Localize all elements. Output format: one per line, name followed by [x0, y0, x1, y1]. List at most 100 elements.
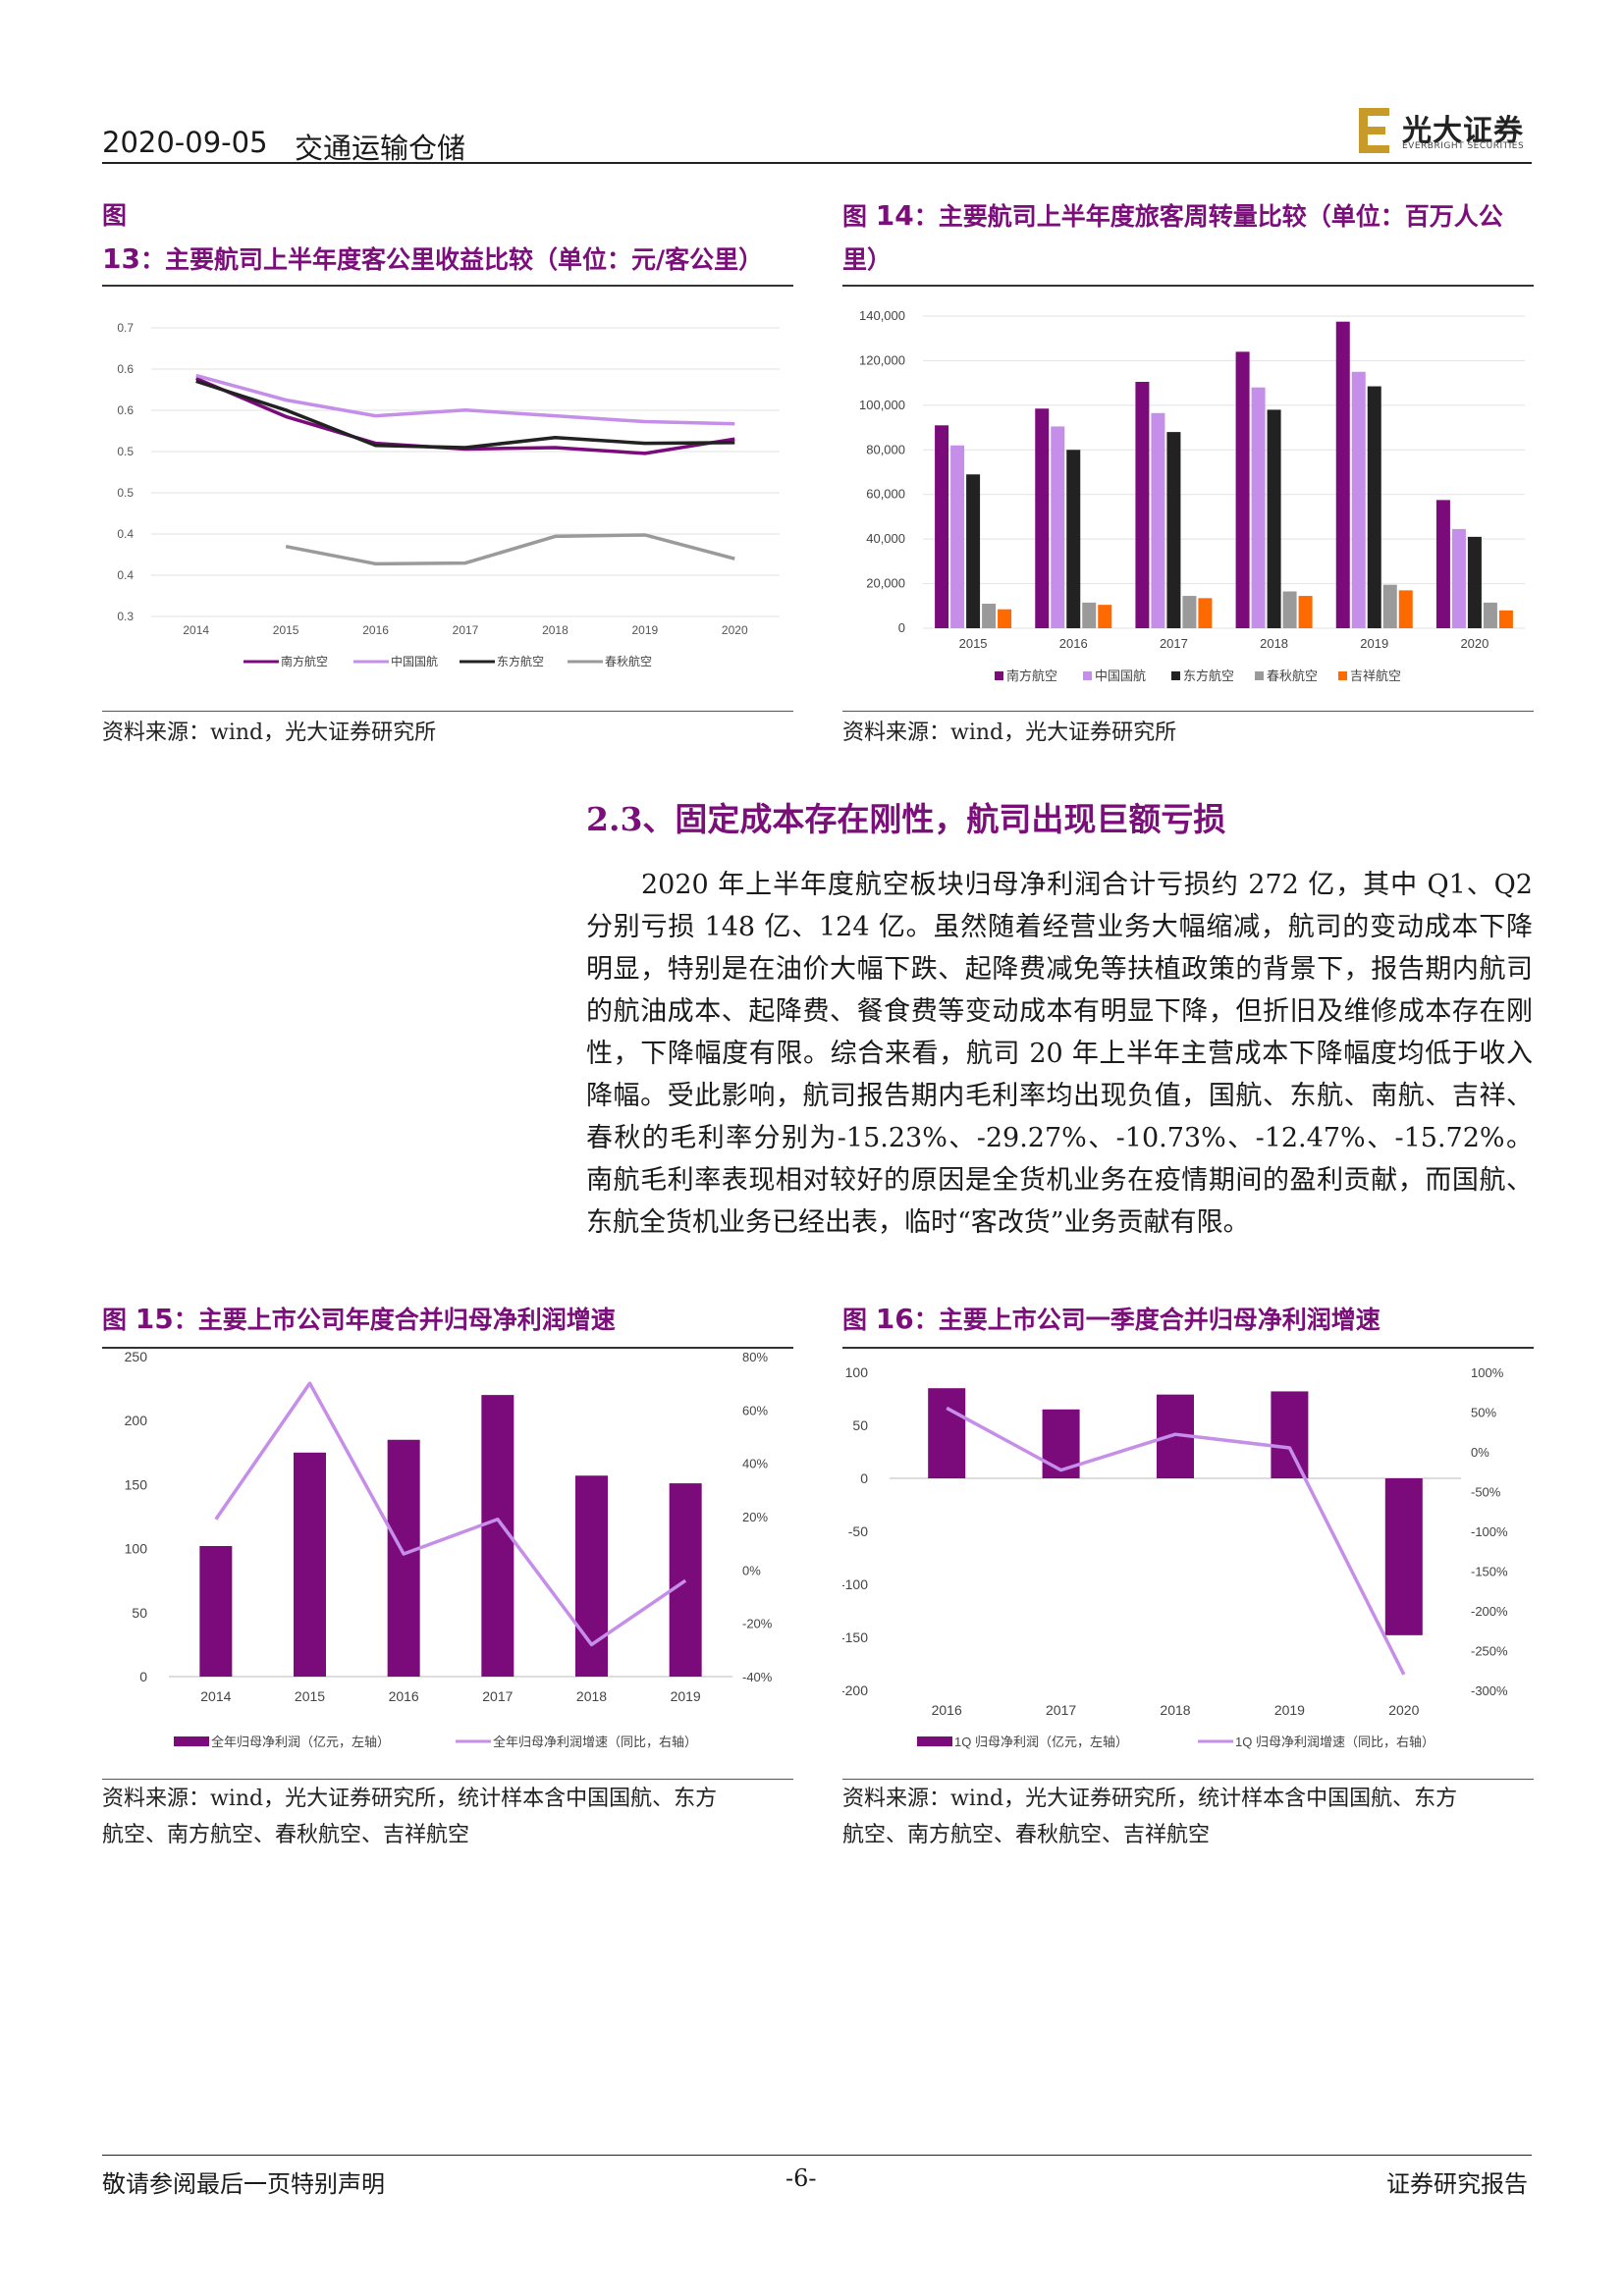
fig14-source: 资料来源：wind，光大证券研究所	[842, 721, 1177, 745]
fig13-ytick-label: 0.6	[117, 362, 134, 376]
fig13-source: 资料来源：wind，光大证券研究所	[102, 721, 437, 745]
fig16-y2tick-label: -150%	[1471, 1565, 1508, 1579]
fig15-y2tick-label: -20%	[742, 1617, 773, 1631]
fig14-bar	[1483, 602, 1497, 628]
fig13-bottom-rule	[102, 711, 793, 712]
fig14-ytick-label: 80,000	[866, 442, 905, 456]
fig16-y2tick-label: -300%	[1471, 1683, 1508, 1698]
fig15-xtick-label: 2018	[576, 1688, 607, 1704]
fig14-ytick-label: 20,000	[866, 576, 905, 591]
fig15-ytick-label: 150	[125, 1476, 148, 1492]
fig14-legend-swatch	[1083, 671, 1092, 680]
fig14-ytick-label: 40,000	[866, 531, 905, 546]
fig13-ytick-label: 0.6	[117, 403, 134, 417]
fig14-ytick-label: 60,000	[866, 487, 905, 502]
fig14-legend-swatch	[1255, 671, 1264, 680]
fig16-y2tick-label: 0%	[1471, 1445, 1489, 1460]
fig14-bar	[1467, 536, 1482, 628]
fig15-legend-bar-swatch	[174, 1736, 209, 1746]
fig14-legend-label: 南方航空	[1006, 668, 1057, 683]
fig14-bar	[950, 445, 965, 628]
fig13-legend-label: 南方航空	[281, 654, 328, 668]
fig16-prefix: 图	[842, 1306, 876, 1334]
fig14-bar	[966, 474, 981, 628]
fig14-chart: 0 20,000 40,000 60,000 80,000 100,000 120,000 1…	[859, 308, 1525, 683]
fig13-top-rule	[102, 285, 793, 287]
fig15-xtick-label: 2017	[482, 1688, 513, 1704]
fig16-xtick-label: 2017	[1046, 1702, 1076, 1718]
fig15-y2tick-label: 20%	[742, 1510, 768, 1524]
fig14-ytick-label: 0	[898, 620, 905, 635]
fig16-ytick-label: -50	[848, 1523, 868, 1539]
fig15-number: 15	[135, 1303, 174, 1335]
fig15-ytick-label: 250	[125, 1351, 148, 1364]
fig14-bar	[1198, 598, 1213, 628]
fig16-xtick-label: 2020	[1388, 1702, 1419, 1718]
fig14-ytick-label: 140,000	[859, 308, 905, 323]
fig14-bar	[1182, 596, 1197, 628]
fig15-growth-line	[214, 1381, 687, 1647]
fig15-prefix: 图	[102, 1306, 135, 1334]
fig13-series-line	[195, 379, 735, 450]
fig14-bar	[1151, 412, 1165, 628]
fig14-xtick-label: 2015	[959, 636, 988, 651]
fig16-y2tick-label: 100%	[1471, 1365, 1504, 1380]
fig13-title: 图 13：主要航司上半年度客公里收益比较（单位：元/客公里）	[102, 194, 789, 282]
fig13-xtick-label: 2018	[542, 623, 568, 637]
fig13-series-line	[195, 373, 735, 426]
fig14-title: 图 14：主要航司上半年度旅客周转量比较（单位：百万人公里）	[842, 194, 1534, 282]
fig16-bar	[1271, 1391, 1309, 1478]
fig13-xtick-label: 2019	[632, 623, 659, 637]
fig14-xtick-label: 2016	[1059, 636, 1088, 651]
fig13-ytick-label: 0.5	[117, 486, 134, 500]
fig15-ytick-label: 100	[125, 1541, 148, 1557]
fig16-source-line2: 航空、南方航空、春秋航空、吉祥航空	[842, 1823, 1211, 1847]
logo-text-cn: 光大证券	[1402, 114, 1524, 148]
fig16-bar	[928, 1388, 966, 1478]
fig14-xtick-label: 2019	[1360, 636, 1388, 651]
fig14-ytick-label: 100,000	[859, 398, 905, 412]
fig14-bar	[1435, 500, 1450, 628]
fig16-xtick-label: 2018	[1160, 1702, 1190, 1718]
fig14-legend-label: 吉祥航空	[1350, 668, 1401, 683]
header-divider	[102, 162, 1532, 164]
fig14-xtick-label: 2018	[1260, 636, 1288, 651]
fig15-chart: 0 50 100 150 200 250 -40% -20% 0% 20% 40% 60% 80% 201…	[125, 1351, 773, 1749]
fig13-chart: 0.3 0.4 0.4 0.5 0.5 0.6 0.6 0.7 2014 2015 2016 2017…	[117, 321, 780, 668]
fig14-legend-swatch	[1171, 671, 1180, 680]
fig14-bar	[998, 609, 1012, 628]
fig16-y2tick-label: -100%	[1471, 1524, 1508, 1539]
footer-report-type: 证券研究报告	[1386, 2170, 1528, 2198]
fig16-ytick-label: -100	[842, 1576, 868, 1592]
footer-divider	[102, 2155, 1532, 2156]
fig16-title-text: ：主要上市公司一季度合并归母净利润增速	[913, 1306, 1380, 1334]
fig13-legend-label: 中国国航	[391, 654, 438, 668]
fig14-bar	[1082, 602, 1097, 628]
fig14-bar	[1267, 409, 1281, 628]
fig15-y2tick-label: 80%	[742, 1351, 768, 1364]
fig16-legend-bar-swatch	[917, 1736, 952, 1746]
fig14-number: 14	[875, 199, 914, 232]
fig16-xtick-label: 2019	[1274, 1702, 1305, 1718]
fig16-chart: -200 -150 -100 -50 0 50 100 -300% -250% -200% -150…	[842, 1364, 1508, 1749]
fig14-bar	[1051, 426, 1065, 628]
fig16-ytick-label: -150	[842, 1629, 868, 1645]
fig14-bar	[1498, 610, 1513, 628]
fig15-y2tick-label: 40%	[742, 1457, 768, 1471]
fig14-legend-label: 东方航空	[1183, 668, 1234, 683]
fig16-bar	[1042, 1409, 1080, 1478]
fig14-legend-label: 中国国航	[1095, 668, 1146, 683]
fig14-bar	[1367, 386, 1381, 628]
fig16-ytick-label: 100	[845, 1364, 869, 1380]
fig13-xtick-label: 2017	[453, 623, 479, 637]
fig13-ytick-label: 0.4	[117, 527, 134, 541]
fig14-bar	[1398, 590, 1413, 628]
fig15-bar	[575, 1475, 608, 1677]
fig13-series-line	[285, 533, 735, 566]
fig13-title-text: ：主要航司上半年度客公里收益比较（单位：元/客公里）	[139, 245, 764, 274]
fig14-bar	[1335, 321, 1350, 628]
fig15-xtick-label: 2019	[671, 1688, 701, 1704]
fig13-ytick-label: 0.3	[117, 610, 134, 623]
fig14-legend-swatch	[995, 671, 1003, 680]
fig15-xtick-label: 2016	[389, 1688, 419, 1704]
